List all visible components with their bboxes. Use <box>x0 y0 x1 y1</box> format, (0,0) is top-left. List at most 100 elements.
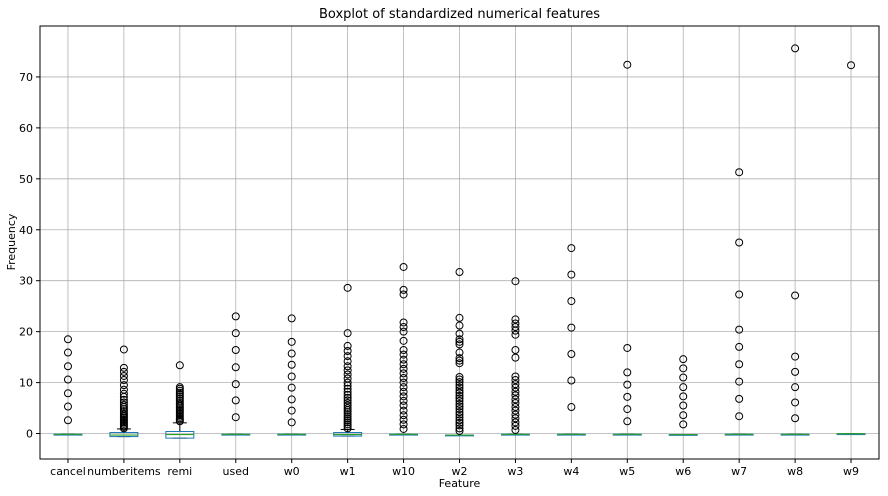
outlier-point <box>119 389 128 398</box>
outlier-point <box>399 364 408 373</box>
x-tick-label-w8: w8 <box>787 465 803 478</box>
outlier-point <box>511 323 520 332</box>
outlier-point <box>735 394 744 403</box>
outlier-point <box>63 348 72 357</box>
outlier-point <box>455 394 464 403</box>
outlier-point <box>455 359 464 368</box>
outlier-point <box>679 373 688 382</box>
outlier-point <box>231 380 240 389</box>
box-w9 <box>836 61 866 436</box>
outlier-point <box>175 396 184 405</box>
outlier-point <box>343 378 352 387</box>
outlier-point <box>399 411 408 420</box>
outlier-point <box>455 391 464 400</box>
x-axis: cancel numberitems remi used w0 w1 w10 w2 w3 w4 w5… <box>50 459 859 478</box>
outlier-point <box>399 262 408 271</box>
outlier-point <box>399 285 408 294</box>
outlier-point <box>399 327 408 336</box>
outlier-point <box>511 387 520 396</box>
outlier-point <box>455 383 464 392</box>
outlier-point <box>455 378 464 387</box>
outlier-point <box>679 401 688 410</box>
outlier-point <box>511 380 520 389</box>
y-tick-label: 10 <box>19 377 33 390</box>
chart-title: Boxplot of standardized numerical featur… <box>319 7 600 22</box>
outlier-point <box>679 392 688 401</box>
outlier-point <box>399 392 408 401</box>
outlier-point <box>175 386 184 395</box>
outlier-point <box>399 336 408 345</box>
x-tick-label-w1: w1 <box>340 465 356 478</box>
outlier-point <box>511 410 520 419</box>
outlier-point <box>679 383 688 392</box>
box-w1 <box>333 283 363 437</box>
outlier-point <box>119 401 128 410</box>
outlier-point <box>567 350 576 359</box>
outlier-point <box>287 406 296 415</box>
outlier-point <box>287 360 296 369</box>
outlier-point <box>511 398 520 407</box>
outlier-point <box>175 390 184 399</box>
outlier-point <box>119 376 128 385</box>
outlier-point <box>567 323 576 332</box>
outlier-point <box>791 398 800 407</box>
outlier-point <box>511 425 520 434</box>
outlier-point <box>679 420 688 429</box>
outlier-point <box>119 381 128 390</box>
x-tick-label-w5: w5 <box>619 465 635 478</box>
x-tick-label-used: used <box>223 465 249 478</box>
outlier-point <box>679 355 688 364</box>
outlier-point <box>343 404 352 413</box>
outlier-point <box>735 412 744 421</box>
outlier-point <box>63 389 72 398</box>
outlier-point <box>455 354 464 363</box>
outlier-point <box>399 360 408 369</box>
outlier-point <box>343 418 352 427</box>
outlier-point <box>455 356 464 365</box>
outlier-point <box>343 341 352 350</box>
outlier-point <box>455 381 464 390</box>
outlier-point <box>455 413 464 422</box>
outlier-point <box>343 329 352 338</box>
x-tick-label-w10: w10 <box>392 465 415 478</box>
box-w6 <box>668 355 698 436</box>
outlier-point <box>455 388 464 397</box>
y-axis-label: Frequency <box>5 213 18 270</box>
plot-area <box>53 44 866 439</box>
outlier-point <box>511 376 520 385</box>
outlier-point <box>231 312 240 321</box>
y-tick-label: 60 <box>19 122 33 135</box>
outlier-point <box>343 374 352 383</box>
outlier-point <box>511 319 520 328</box>
outlier-point <box>343 362 352 371</box>
outlier-point <box>119 398 128 407</box>
outlier-point <box>343 357 352 366</box>
x-tick-label-numberitems: numberitems <box>87 465 161 478</box>
outlier-point <box>119 363 128 372</box>
outlier-point <box>679 411 688 420</box>
outlier-point <box>791 44 800 53</box>
outlier-point <box>791 352 800 361</box>
outlier-point <box>63 362 72 371</box>
outlier-point <box>679 364 688 373</box>
outlier-point <box>735 377 744 386</box>
outlier-point <box>511 391 520 400</box>
outlier-point <box>343 414 352 423</box>
outlier-point <box>343 401 352 410</box>
outlier-point <box>623 405 632 414</box>
outlier-point <box>567 244 576 253</box>
outlier-point <box>343 387 352 396</box>
outlier-point <box>343 347 352 356</box>
outlier-point <box>399 355 408 364</box>
outlier-point <box>399 406 408 415</box>
outlier-point <box>399 378 408 387</box>
y-tick-label: 0 <box>26 428 33 441</box>
outlier-point <box>343 390 352 399</box>
outlier-point <box>119 385 128 394</box>
y-tick-label: 50 <box>19 173 33 186</box>
box-w7 <box>724 168 754 436</box>
outlier-point <box>63 375 72 384</box>
y-axis: 0 10 20 30 40 50 60 70 <box>19 71 40 441</box>
outlier-point <box>455 402 464 411</box>
outlier-point <box>119 371 128 380</box>
